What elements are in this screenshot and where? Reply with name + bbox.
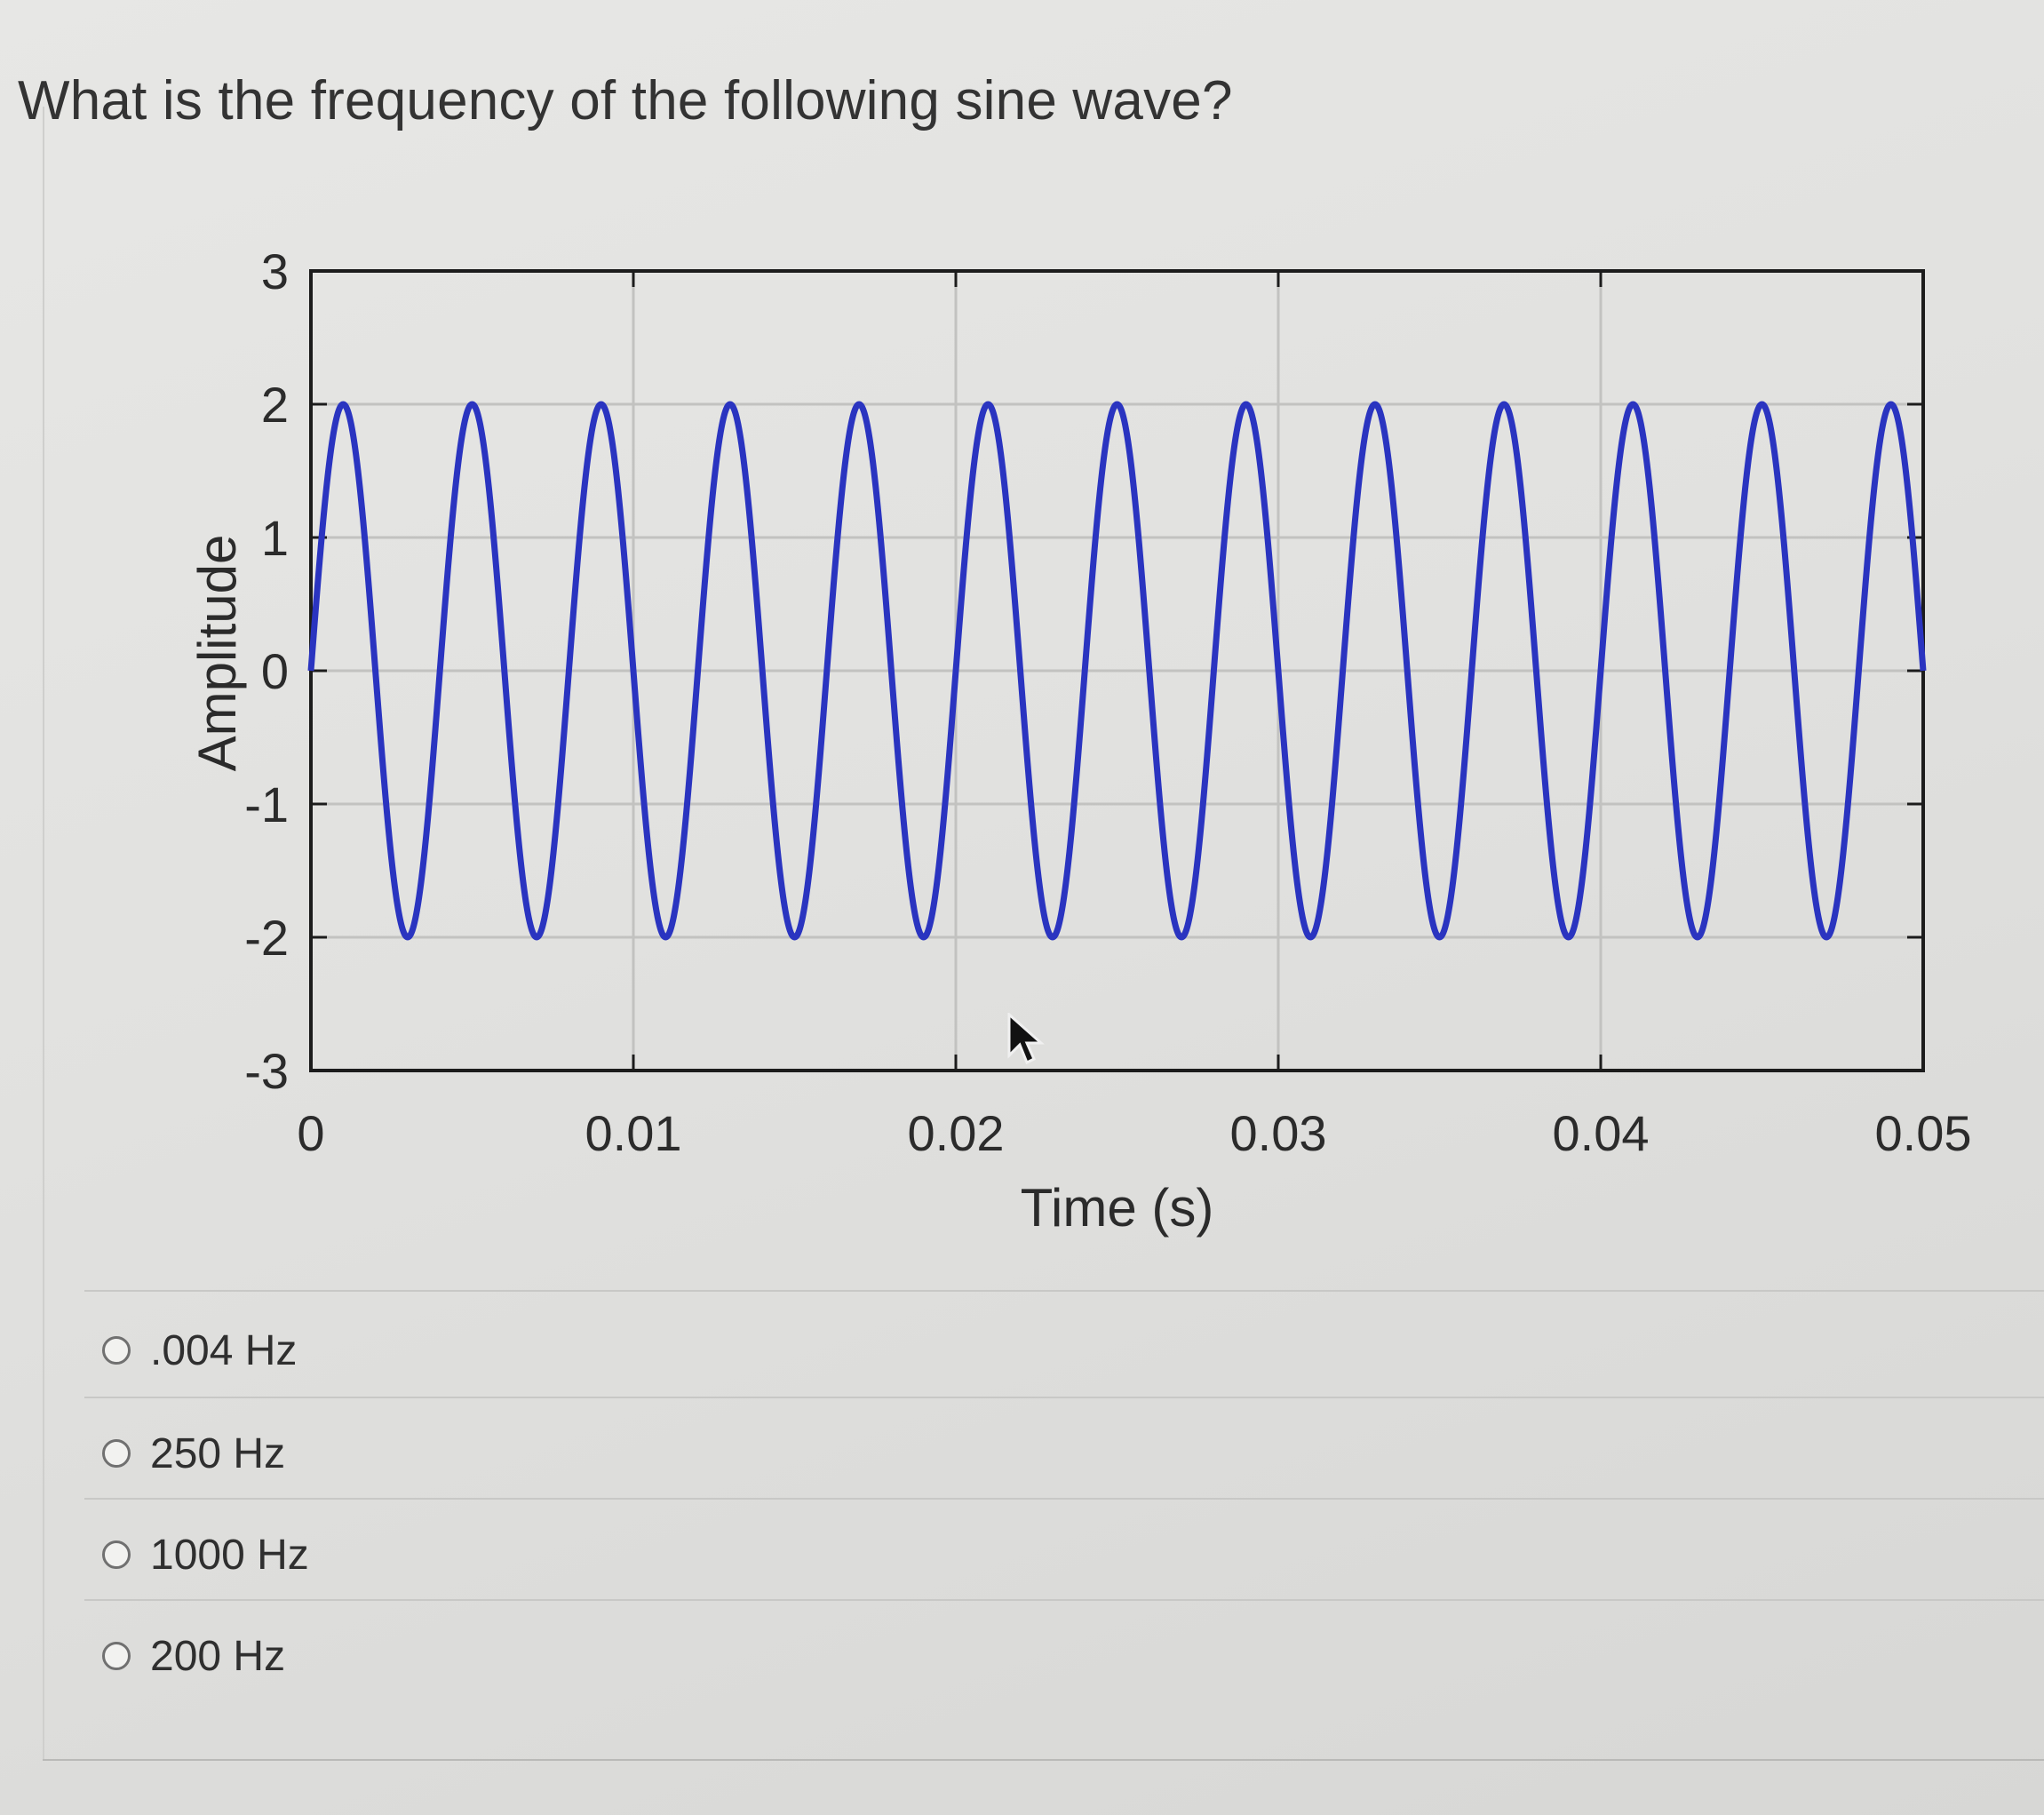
chart-grid [311, 271, 1923, 1071]
content-frame-bottom-border [43, 1759, 2044, 1761]
x-tick-label: 0.05 [1875, 1105, 1972, 1161]
sine-wave-series-line [307, 401, 1927, 941]
y-axis-title: Amplitude [187, 535, 247, 772]
y-axis-tick-labels: 3 2 1 0 -1 -2 -3 [244, 243, 289, 1099]
option-label: 1000 Hz [150, 1531, 309, 1579]
y-tick-label: 0 [261, 643, 289, 699]
x-tick-label: 0.02 [908, 1105, 1005, 1161]
y-tick-label: 1 [261, 510, 289, 566]
divider [84, 1498, 2044, 1500]
option-label: 200 Hz [150, 1632, 286, 1680]
x-axis-title: Time (s) [1021, 1178, 1214, 1238]
y-tick-label: -3 [244, 1043, 289, 1099]
y-tick-label: 3 [261, 243, 289, 299]
option-250hz[interactable]: 250 Hz [102, 1427, 285, 1480]
x-tick-label: 0.03 [1230, 1105, 1327, 1161]
question-text: What is the frequency of the following s… [18, 70, 1233, 131]
x-tick-label: 0.01 [585, 1105, 682, 1161]
x-axis-tick-labels: 0 0.01 0.02 0.03 0.04 0.05 [297, 1105, 1971, 1161]
divider-top [84, 1290, 2044, 1292]
radio-button-icon[interactable] [102, 1642, 131, 1670]
option-1000hz[interactable]: 1000 Hz [102, 1528, 309, 1581]
sine-wave-chart: 0 0.01 0.02 0.03 0.04 0.05 3 2 1 0 -1 -2 -3 Time (s… [187, 243, 1972, 1238]
radio-button-icon[interactable] [102, 1540, 131, 1569]
option-label: .004 Hz [150, 1326, 298, 1374]
y-tick-label: -2 [244, 910, 289, 966]
option-200hz[interactable]: 200 Hz [102, 1629, 285, 1683]
divider [84, 1599, 2044, 1601]
option-0004hz[interactable]: .004 Hz [102, 1324, 297, 1377]
radio-button-icon[interactable] [102, 1439, 131, 1468]
x-tick-label: 0.04 [1553, 1105, 1650, 1161]
y-tick-label: 2 [261, 377, 289, 433]
mouse-pointer-icon [1007, 1013, 1045, 1065]
x-tick-label: 0 [297, 1105, 324, 1161]
content-frame-left-border [43, 107, 44, 1759]
y-tick-label: -1 [244, 776, 289, 832]
option-label: 250 Hz [150, 1429, 286, 1477]
divider [84, 1397, 2044, 1398]
radio-button-icon[interactable] [102, 1336, 131, 1365]
